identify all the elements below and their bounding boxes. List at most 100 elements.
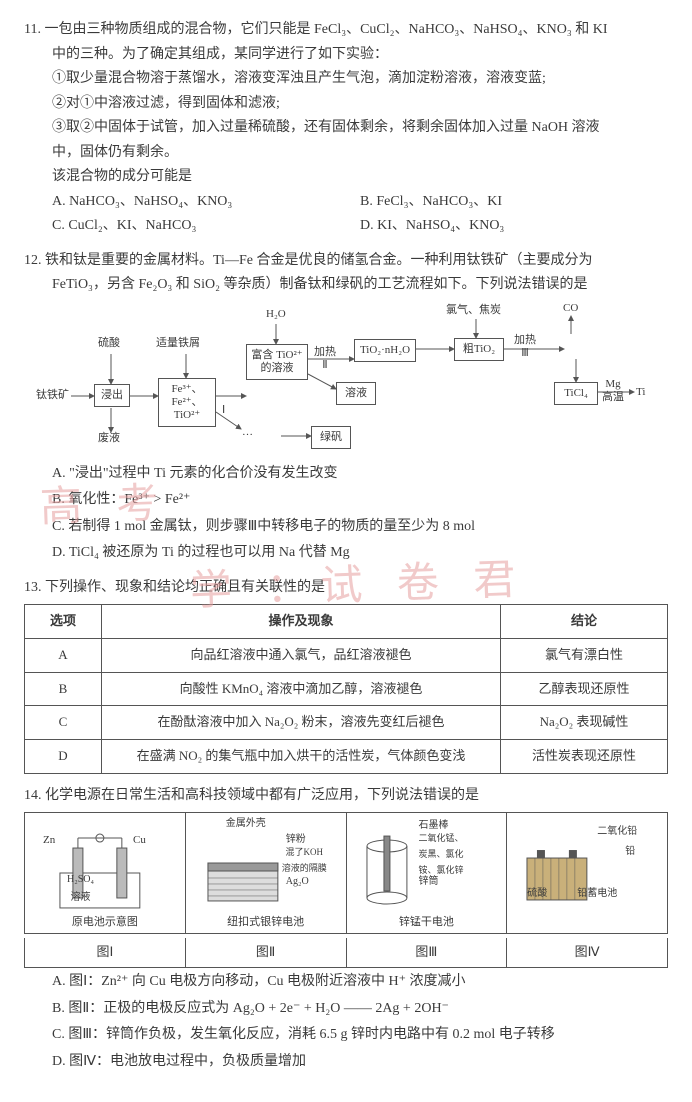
q11-step3a: ③取②中固体于试管，加入过量稀硫酸，还有固体剩余，将剩余固体加入过量 NaOH …	[24, 116, 668, 141]
fig3-cell: 石墨棒 二氧化锰、 炭黑、氯化 铵、氯化锌 锌筒 锌锰干电池	[347, 813, 508, 933]
cell-D2: 在盛满 NO₂ 的集气瓶中加入烘干的活性炭，气体颜色变浅	[102, 740, 501, 774]
node-feiye: 废液	[98, 432, 120, 445]
fig2-koh: 混了KOH 溶液的隔膜	[282, 845, 327, 877]
q11-stem-l1: 一包由三种物质组成的混合物，它们只能是 FeCl₃、CuCl₂、NaHCO₃、N…	[44, 22, 607, 37]
q12-option-A: A. "浸出"过程中 Ti 元素的化合价没有发生改变	[52, 462, 668, 487]
fig2-ag2o: Ag₂O	[286, 873, 309, 891]
fig3-mix: 二氧化锰、 炭黑、氯化 铵、氯化锌	[419, 831, 464, 878]
node-tio2n: TiO₂·nH₂O	[354, 339, 416, 362]
fig4-cap0: 铅蓄电池	[577, 885, 617, 903]
cell-D1: D	[25, 740, 102, 774]
fig4-cell: 二氧化铅 铅 硫酸 铅蓄电池	[507, 813, 667, 933]
q13-stem-line: 13. 下列操作、现象和结论均正确且有关联性的是	[24, 576, 668, 601]
node-lvfan: 绿矾	[311, 426, 351, 449]
cell-B3: 乙醇表现还原性	[501, 672, 668, 706]
table-row: C在酚酞溶液中加入 Na₂O₂ 粉末，溶液先变红后褪色Na₂O₂ 表现碱性	[25, 706, 668, 740]
q14-option-B: B. 图Ⅱ：正极的电极反应式为 Ag₂O + 2e⁻ + H₂O —— 2Ag …	[52, 997, 668, 1022]
q11-step2: ②对①中溶液过滤，得到固体和滤液;	[24, 92, 668, 117]
q14-option-A: A. 图Ⅰ：Zn²⁺ 向 Cu 电极方向移动，Cu 电极附近溶液中 H⁺ 浓度减…	[52, 970, 668, 995]
node-cu-tio2: 粗TiO₂	[454, 338, 504, 361]
q11-option-A: A. NaHCO₃、NaHSO₄、KNO₃	[52, 190, 360, 215]
q13-table: 选项 操作及现象 结论 A向品红溶液中通入氯气，品红溶液褪色氯气有漂白性 B向酸…	[24, 604, 668, 774]
q14-option-D: D. 图Ⅳ：电池放电过程中，负极质量增加	[52, 1050, 668, 1075]
node-fe-scrap: 适量铁屑	[156, 337, 200, 350]
fig2-cell: 金属外壳 锌粉 混了KOH 溶液的隔膜 Ag₂O 纽扣式银锌电池	[186, 813, 347, 933]
node-dots: …	[242, 426, 253, 439]
node-heat3: 加热 Ⅲ	[514, 334, 536, 360]
q13-number: 13.	[24, 580, 42, 595]
q12-stem-l1: 铁和钛是重要的金属材料。Ti—Fe 合金是优良的储氢合金。一种利用钛铁矿（主要成…	[45, 253, 592, 268]
fig2-shell: 金属外壳	[226, 815, 266, 833]
cell-C3: Na₂O₂ 表现碱性	[501, 706, 668, 740]
q13-th-op: 操作及现象	[102, 605, 501, 639]
question-12: 12. 铁和钛是重要的金属材料。Ti—Fe 合金是优良的储氢合金。一种利用钛铁矿…	[24, 249, 668, 566]
q12-flowchart: 钛铁矿 硫酸 浸出 废液 适量铁屑 Fe³⁺、Fe²⁺、 TiO²⁺ Ⅰ … H…	[36, 304, 656, 454]
node-rongye: 溶液	[336, 382, 376, 405]
q14-caption-row: 图Ⅰ 图Ⅱ 图Ⅲ 图Ⅳ	[24, 938, 668, 968]
node-heat2: 加热 Ⅱ	[314, 346, 336, 372]
node-jinchu: 浸出	[94, 384, 130, 407]
fig1-cell: Zn Cu H₂SO₄ 溶液 原电池示意图	[25, 813, 186, 933]
fig1-sol: H₂SO₄ 溶液	[67, 871, 94, 906]
node-I: Ⅰ	[222, 404, 225, 417]
node-h2so4: 硫酸	[98, 337, 120, 350]
q12-options: A. "浸出"过程中 Ti 元素的化合价没有发生改变 B. 氧化性：Fe³⁺ >…	[24, 462, 668, 566]
q11-stem-line1: 11. 一包由三种物质组成的混合物，它们只能是 FeCl₃、CuCl₂、NaHC…	[24, 18, 668, 43]
fig1-zn: Zn	[43, 831, 55, 850]
q12-stem-line1: 12. 铁和钛是重要的金属材料。Ti—Fe 合金是优良的储氢合金。一种利用钛铁矿…	[24, 249, 668, 274]
fig2-caption: 图Ⅱ	[186, 938, 346, 967]
node-rich: 富含 TiO²⁺ 的溶液	[246, 344, 308, 380]
q12-option-D: D. TiCl₄ 被还原为 Ti 的过程也可以用 Na 代替 Mg	[52, 541, 668, 566]
cell-A2: 向品红溶液中通入氯气，品红溶液褪色	[102, 638, 501, 672]
fig3-cap: 锌锰干电池	[347, 913, 507, 932]
q11-options: A. NaHCO₃、NaHSO₄、KNO₃ B. FeCl₃、NaHCO₃、KI…	[24, 190, 668, 239]
q12-number: 12.	[24, 253, 42, 268]
q13-th-conc: 结论	[501, 605, 668, 639]
table-row: A向品红溶液中通入氯气，品红溶液褪色氯气有漂白性	[25, 638, 668, 672]
q11-number: 11.	[24, 22, 41, 37]
fig4-caption: 图Ⅳ	[507, 938, 667, 967]
q12-stem-line2: FeTiO₃，另含 Fe₂O₃ 和 SiO₂ 等杂质）制备钛和绿矾的工艺流程如下…	[24, 273, 668, 298]
q11-option-D: D. KI、NaHSO₄、KNO₃	[360, 214, 668, 239]
fig3-zntong: 锌筒	[419, 873, 439, 891]
question-14: 14. 化学电源在日常生活和高科技领域中都有广泛应用，下列说法错误的是 Zn C…	[24, 784, 668, 1074]
node-mg: Mg 高温	[602, 378, 624, 404]
cell-B1: B	[25, 672, 102, 706]
node-h2o: H₂O	[266, 308, 286, 321]
fig4-acid: 硫酸	[527, 885, 547, 903]
question-11: 11. 一包由三种物质组成的混合物，它们只能是 FeCl₃、CuCl₂、NaHC…	[24, 18, 668, 239]
fig4-svg	[507, 813, 667, 933]
fig2-cap: 纽扣式银锌电池	[186, 913, 346, 932]
fig4-pbo2: 二氧化铅	[597, 823, 637, 841]
cell-B2: 向酸性 KMnO₄ 溶液中滴加乙醇，溶液褪色	[102, 672, 501, 706]
cell-A1: A	[25, 638, 102, 672]
node-ore: 钛铁矿	[36, 389, 69, 402]
cell-A3: 氯气有漂白性	[501, 638, 668, 672]
cell-C2: 在酚酞溶液中加入 Na₂O₂ 粉末，溶液先变红后褪色	[102, 706, 501, 740]
table-row: B向酸性 KMnO₄ 溶液中滴加乙醇，溶液褪色乙醇表现还原性	[25, 672, 668, 706]
fig1-caption: 图Ⅰ	[25, 938, 185, 967]
q12-option-C: C. 若制得 1 mol 金属钛，则步骤Ⅲ中转移电子的物质的量至少为 8 mol	[52, 515, 668, 540]
table-row: D在盛满 NO₂ 的集气瓶中加入烘干的活性炭，气体颜色变浅活性炭表现还原性	[25, 740, 668, 774]
cell-C1: C	[25, 706, 102, 740]
q11-option-B: B. FeCl₃、NaHCO₃、KI	[360, 190, 668, 215]
q14-number: 14.	[24, 788, 42, 803]
fig4-pb: 铅	[625, 843, 635, 861]
q11-ask: 该混合物的成分可能是	[24, 165, 668, 190]
node-co: CO	[563, 302, 578, 315]
q13-stem: 下列操作、现象和结论均正确且有关联性的是	[45, 580, 325, 595]
q14-option-C: C. 图Ⅲ：锌筒作负极，发生氧化反应，消耗 6.5 g 锌时内电路中有 0.2 …	[52, 1023, 668, 1048]
q11-stem-line2: 中的三种。为了确定其组成，某同学进行了如下实验：	[24, 43, 668, 68]
node-ticl4: TiCl₄	[554, 382, 598, 405]
fig1-cap: 原电池示意图	[25, 913, 185, 932]
q11-option-C: C. CuCl₂、KI、NaHCO₃	[52, 214, 360, 239]
q11-step3b: 中，固体仍有剩余。	[24, 141, 668, 166]
node-cl-coke: 氯气、焦炭	[446, 304, 501, 317]
node-ti: Ti	[636, 386, 645, 399]
question-13: 13. 下列操作、现象和结论均正确且有关联性的是 选项 操作及现象 结论 A向品…	[24, 576, 668, 774]
q12-option-B: B. 氧化性：Fe³⁺ > Fe²⁺	[52, 488, 668, 513]
fig3-caption: 图Ⅲ	[347, 938, 507, 967]
node-fe-box: Fe³⁺、Fe²⁺、 TiO²⁺	[158, 378, 216, 428]
q14-stem: 化学电源在日常生活和高科技领域中都有广泛应用，下列说法错误的是	[45, 788, 479, 803]
q13-th-opt: 选项	[25, 605, 102, 639]
